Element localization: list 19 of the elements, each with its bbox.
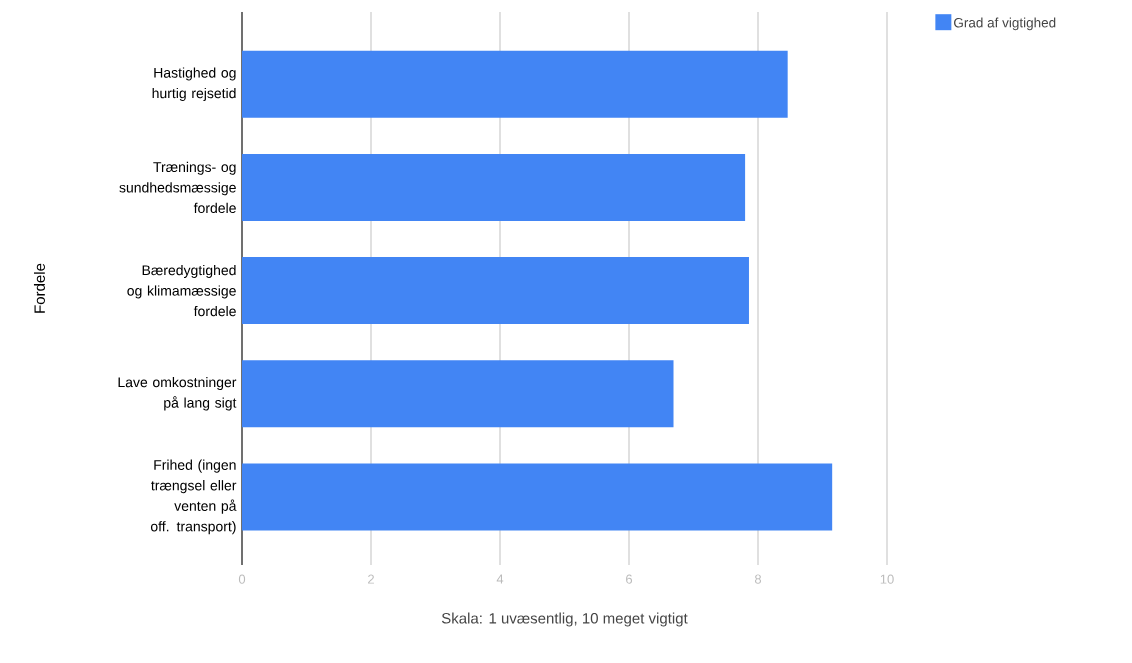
y-tick-label: Frihed (ingen trængsel eller venten på off. transport)	[150, 459, 237, 535]
bar	[242, 360, 674, 428]
y-tick-label: Bæredygtighed og klimamæssige fordele	[127, 264, 236, 317]
x-tick-label: 2	[368, 574, 374, 584]
x-tick-label: 0	[238, 574, 246, 584]
bar	[242, 50, 788, 118]
x-tick-label: 4	[496, 574, 504, 584]
y-tick-label: Lave omkostninger på lang sigt	[118, 376, 237, 411]
y-axis-title: Fordele	[33, 263, 45, 313]
y-tick-label: Hastighed og hurtig rejsetid	[152, 67, 236, 101]
legend-label: Grad af vigtighed	[954, 17, 1056, 31]
bar	[242, 257, 749, 325]
x-tick-label: 6	[626, 574, 633, 584]
y-tick-label: Trænings- og sundhedsmæssige fordele	[119, 161, 236, 214]
bar	[242, 463, 833, 531]
x-tick-label: 8	[754, 574, 762, 584]
x-tick-label: 10	[880, 574, 894, 584]
x-axis-title: Skala: 1 uvæsentlig, 10 meget vigtigt	[441, 612, 688, 627]
bar	[242, 153, 746, 221]
